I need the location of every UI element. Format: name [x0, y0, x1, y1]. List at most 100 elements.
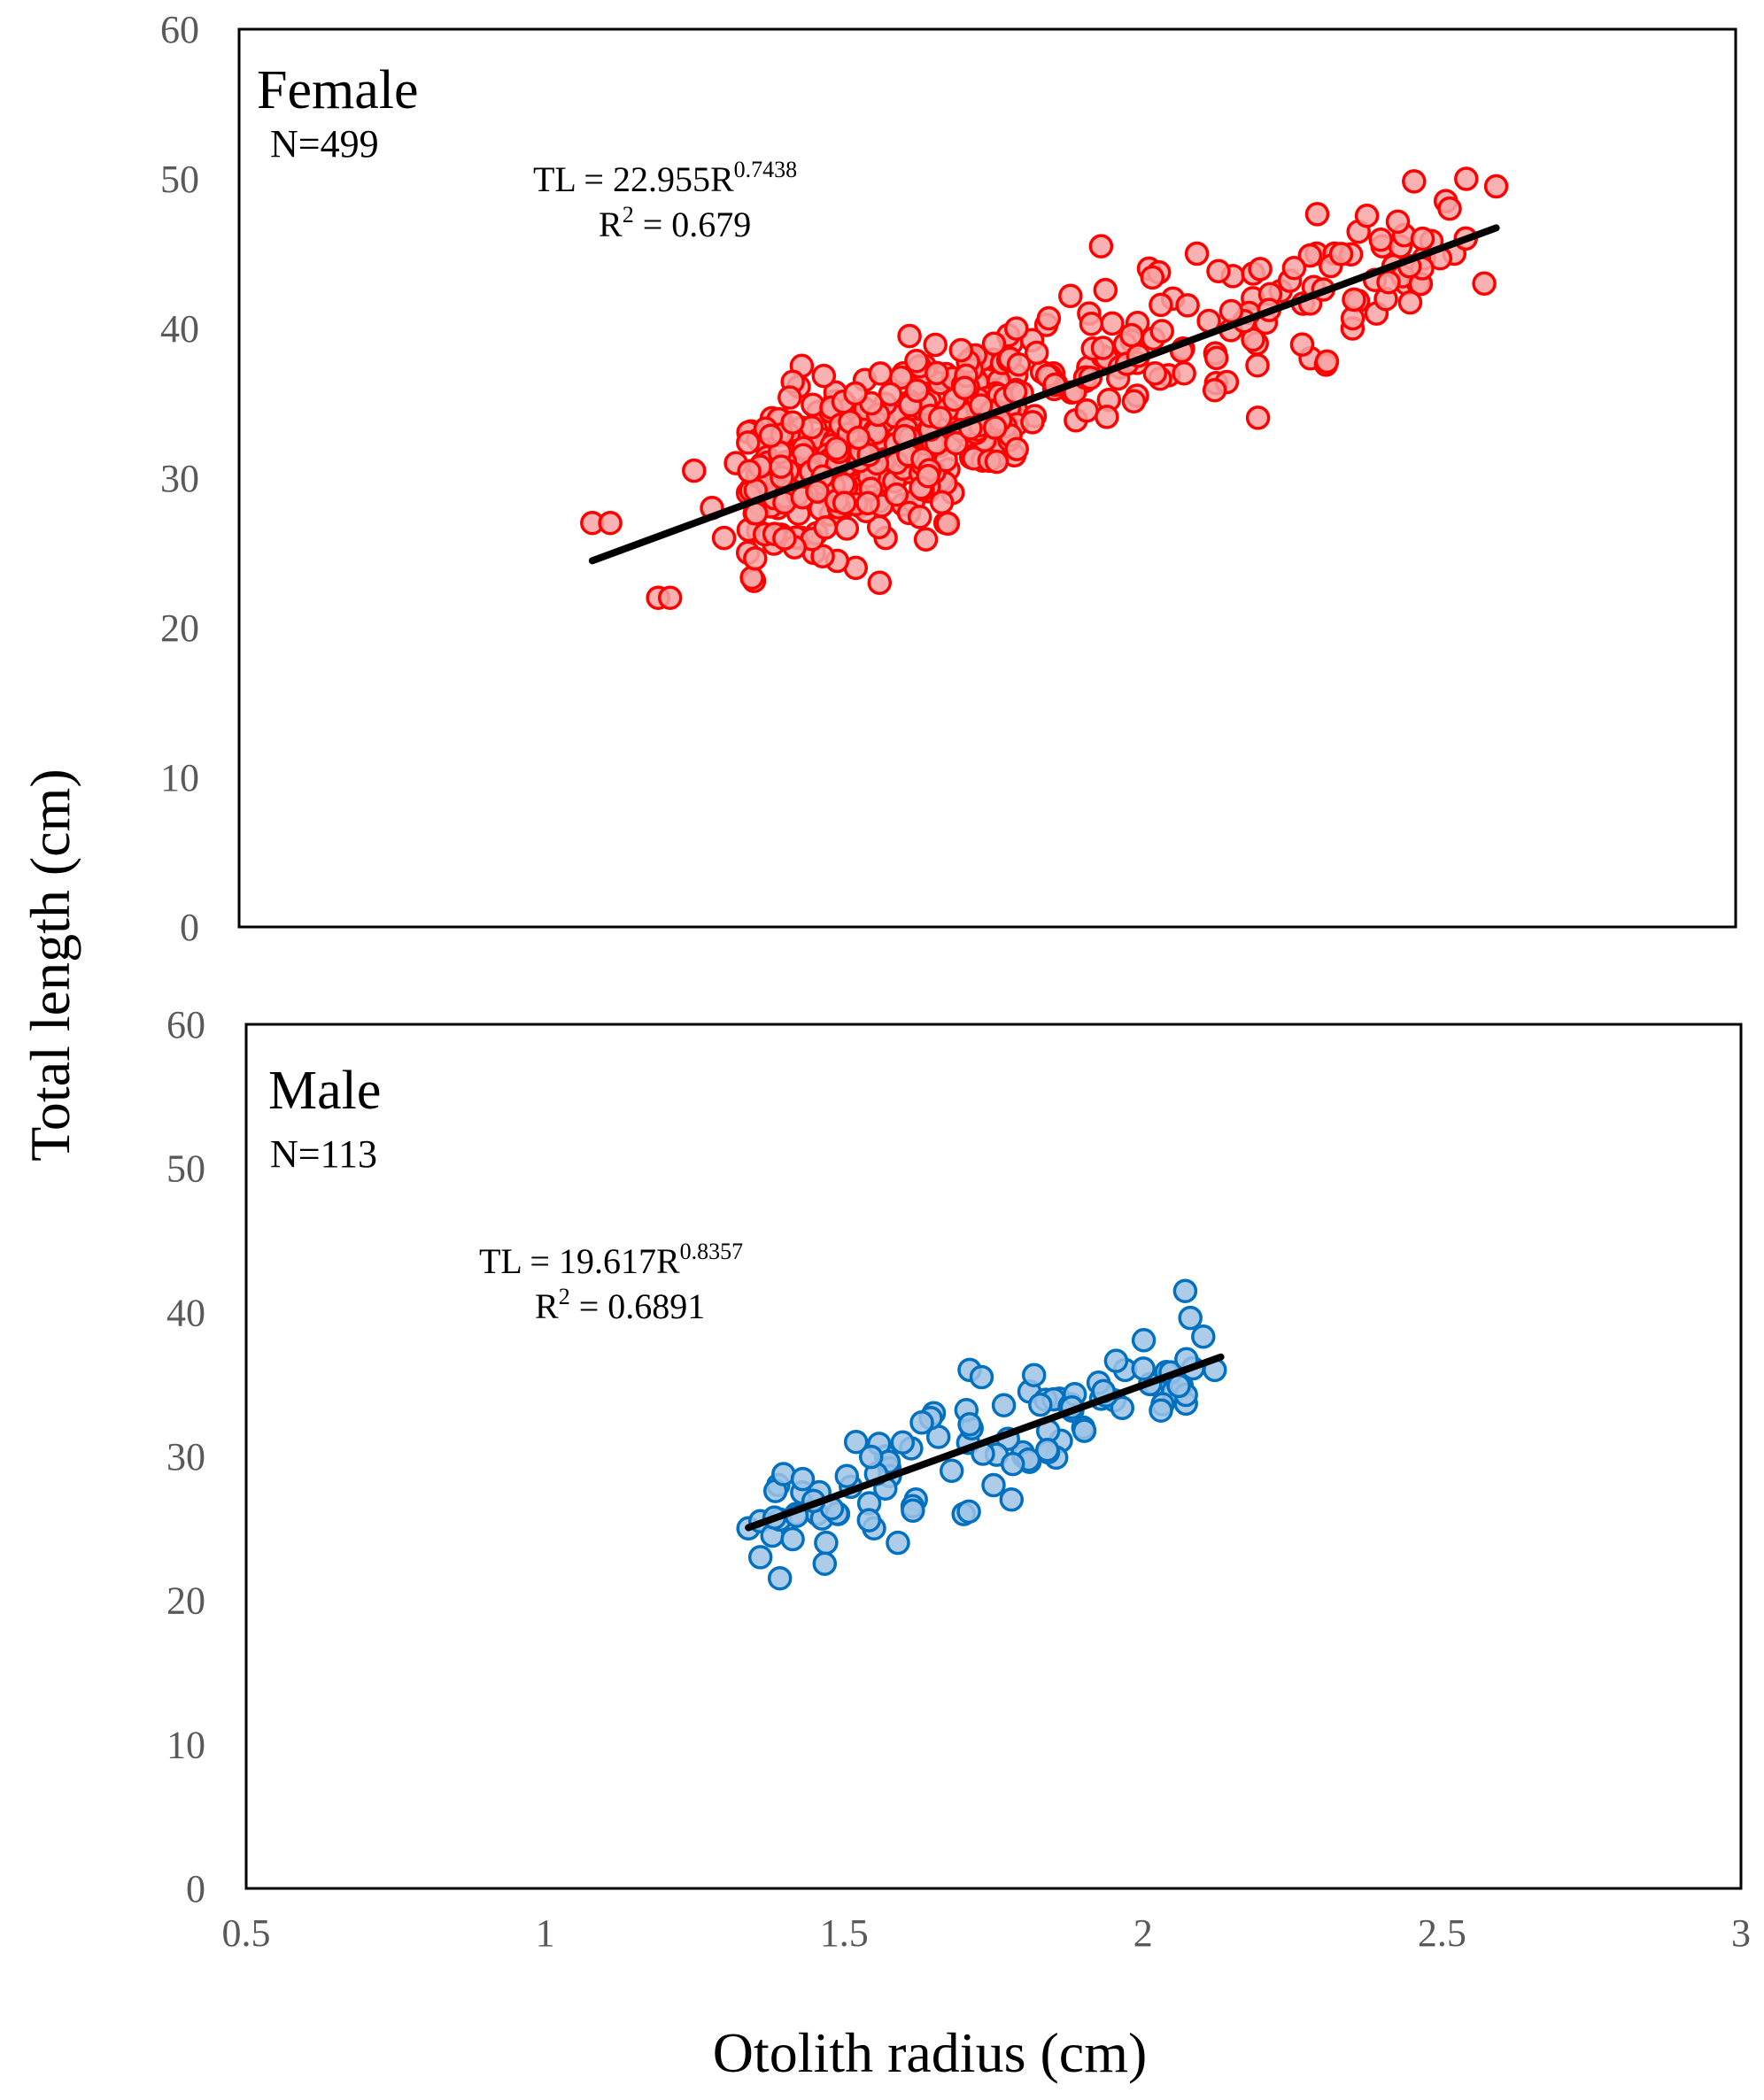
female-data-point — [927, 405, 953, 431]
male-data-point — [991, 1393, 1017, 1418]
male-data-point — [812, 1551, 838, 1576]
male-data-point — [858, 1444, 884, 1470]
male-y-tick-label: 10 — [166, 1723, 205, 1766]
x-tick-label: 0.5 — [222, 1911, 271, 1955]
female-y-tick-label: 30 — [160, 457, 199, 500]
female-data-point — [1100, 311, 1125, 336]
male-points — [736, 1278, 1227, 1591]
female-data-point — [1093, 277, 1118, 303]
female-data-point — [1172, 360, 1196, 386]
male-y-tick-label: 20 — [166, 1579, 205, 1623]
female-data-point — [1297, 243, 1323, 268]
female-data-point — [1079, 312, 1104, 336]
female-data-point — [948, 337, 974, 363]
female-data-point — [1483, 174, 1509, 199]
x-tick-label: 1 — [536, 1911, 555, 1955]
female-data-point — [1142, 361, 1168, 386]
male-data-point — [981, 1472, 1006, 1498]
female-data-point — [598, 510, 623, 536]
male-data-point — [856, 1508, 882, 1533]
female-data-point — [1410, 226, 1435, 251]
male-y-tick-label: 40 — [166, 1291, 205, 1334]
male-data-point — [1172, 1278, 1198, 1303]
female-data-point — [1245, 352, 1270, 378]
female-data-point — [657, 585, 683, 610]
female-data-point — [1119, 322, 1144, 348]
male-data-point — [1034, 1438, 1060, 1463]
female-data-point — [1472, 271, 1497, 297]
female-data-point — [832, 490, 857, 515]
female-data-point — [1304, 202, 1330, 227]
female-r2-value: = 0.679 — [634, 205, 752, 244]
male-data-point — [957, 1412, 982, 1437]
female-data-point — [935, 511, 961, 537]
female-data-point — [810, 544, 835, 569]
male-data-point — [790, 1466, 816, 1492]
female-data-point — [952, 375, 978, 401]
x-tick-label: 2.5 — [1418, 1911, 1466, 1955]
female-data-point — [1202, 377, 1227, 403]
male-data-point — [909, 1410, 934, 1435]
male-data-point — [834, 1463, 860, 1488]
male-data-point — [939, 1458, 964, 1484]
female-data-point — [878, 382, 903, 406]
male-data-point — [1110, 1395, 1135, 1421]
female-data-point — [1248, 257, 1273, 282]
male-r2-value: = 0.6891 — [570, 1286, 706, 1326]
female-equation-exponent: 0.7438 — [734, 157, 798, 182]
male-data-point — [1072, 1418, 1097, 1443]
female-data-point — [811, 363, 837, 389]
male-data-point — [1131, 1328, 1157, 1353]
x-tick-label: 2 — [1133, 1911, 1153, 1955]
female-plot-frame — [237, 27, 1737, 929]
male-data-point — [1021, 1363, 1047, 1387]
female-data-point — [1219, 298, 1244, 324]
male-equation-prefix: TL = 19.617R — [479, 1241, 680, 1281]
female-data-point — [813, 515, 838, 540]
female-data-point — [867, 570, 893, 596]
female-data-point — [1090, 336, 1116, 360]
male-data-point — [814, 1530, 839, 1556]
female-data-point — [711, 525, 737, 551]
female-data-point — [1184, 241, 1210, 266]
female-data-point — [944, 430, 969, 456]
female-data-point — [1058, 283, 1083, 309]
x-tick-label: 3 — [1731, 1911, 1751, 1955]
male-equation-exponent: 0.8357 — [680, 1239, 744, 1264]
female-r2-exponent: 2 — [623, 202, 634, 228]
female-data-point — [1437, 196, 1462, 221]
female-data-point — [884, 482, 909, 507]
female-data-point — [778, 385, 802, 410]
female-data-point — [1385, 209, 1411, 235]
female-n-label: N=499 — [270, 122, 379, 166]
female-data-point — [843, 381, 868, 406]
female-data-point — [739, 565, 764, 591]
male-data-point — [843, 1429, 869, 1455]
female-equation: TL = 22.955R0.7438 — [533, 157, 797, 199]
male-y-ticks: 0 10 20 30 40 50 60 — [166, 1003, 205, 1911]
female-panel-title: Female — [257, 60, 419, 120]
female-data-point — [1004, 316, 1029, 341]
male-r2: R2 = 0.6891 — [535, 1284, 705, 1326]
male-n-label: N=113 — [270, 1132, 377, 1176]
male-panel-title: Male — [268, 1061, 381, 1121]
female-data-point — [736, 430, 761, 455]
female-y-tick-label: 0 — [180, 906, 199, 949]
female-data-point — [1281, 255, 1307, 281]
female-fit-line — [588, 224, 1500, 565]
female-data-point — [1024, 340, 1049, 366]
male-panel: 0 10 20 30 40 50 60 0.5 1 1.5 2 2.5 3 Male N=113 TL… — [166, 1003, 1751, 1955]
female-y-tick-label: 20 — [160, 606, 199, 650]
female-data-point — [1354, 203, 1380, 228]
female-data-point — [737, 459, 762, 484]
male-data-point — [780, 1526, 805, 1552]
x-tick-label: 1.5 — [820, 1911, 869, 1955]
female-data-point — [904, 348, 929, 374]
female-data-point — [904, 378, 930, 404]
female-data-point — [1088, 234, 1114, 259]
female-data-point — [1454, 166, 1479, 191]
female-data-point — [1289, 332, 1315, 357]
male-y-tick-label: 50 — [166, 1147, 205, 1191]
